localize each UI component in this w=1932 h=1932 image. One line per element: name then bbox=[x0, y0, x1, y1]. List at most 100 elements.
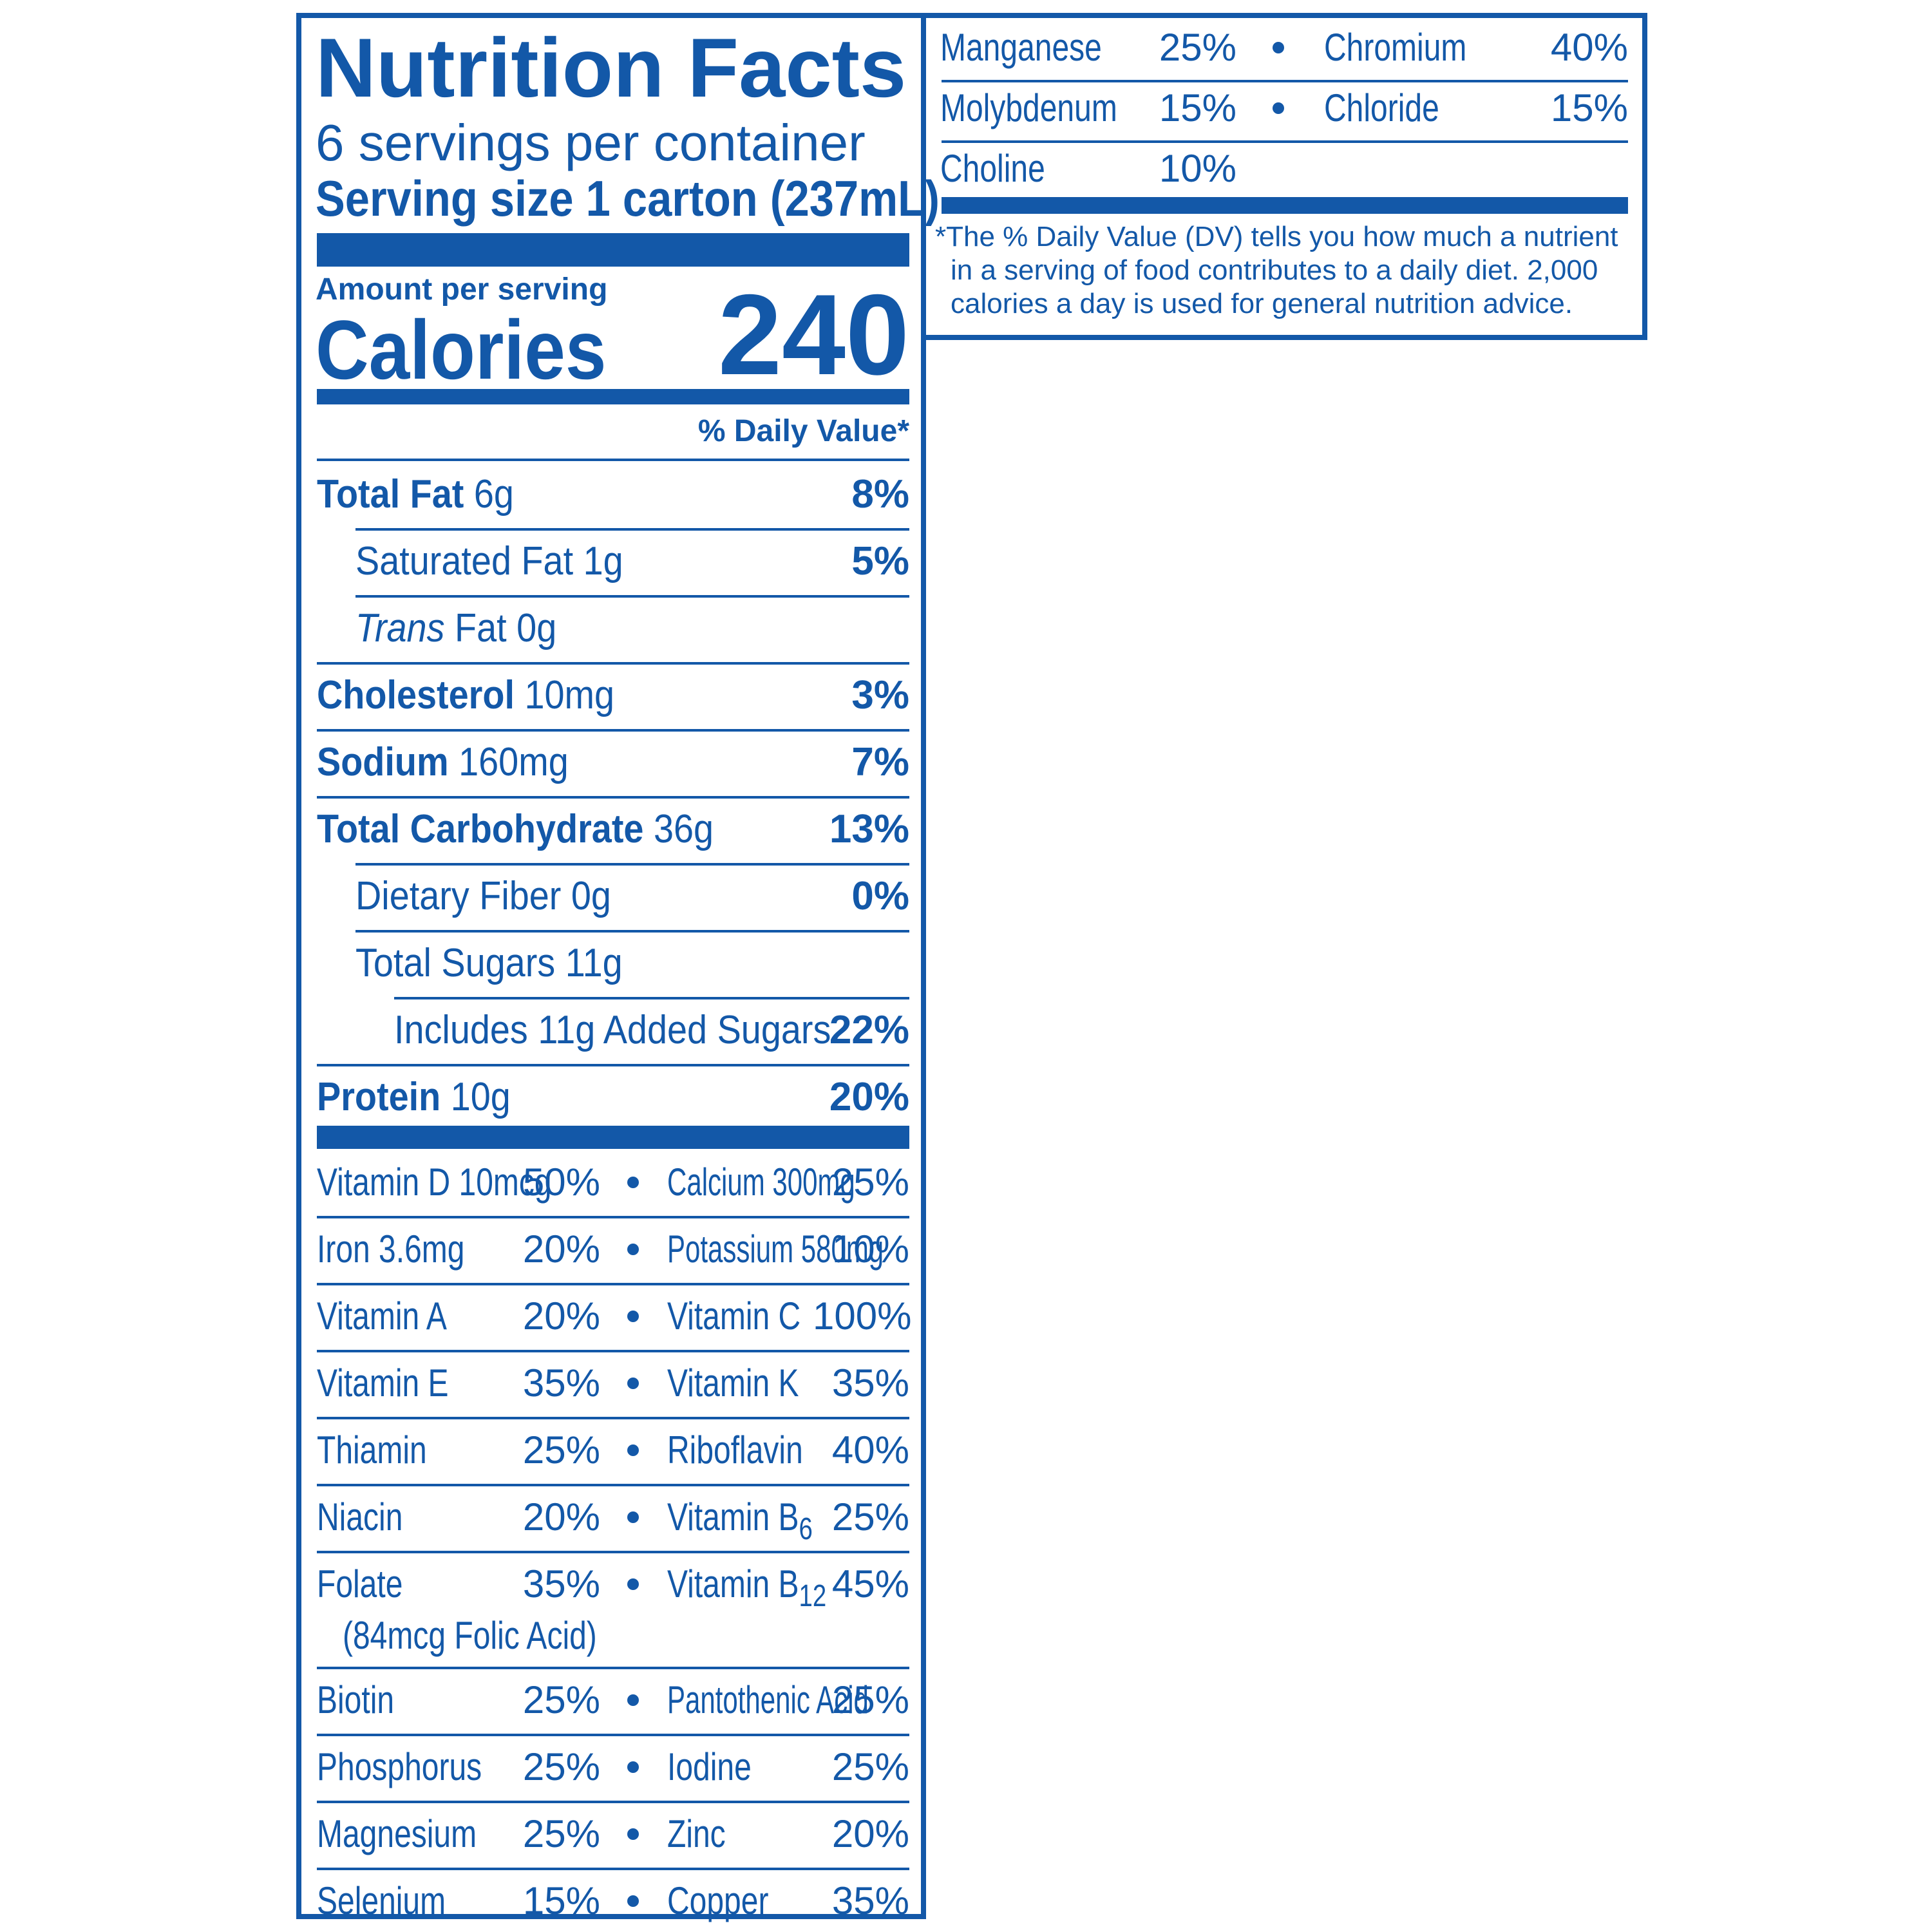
vitamin-subscript: 12 bbox=[799, 1579, 827, 1613]
nutrient-label: Saturated Fat 1g bbox=[355, 536, 653, 587]
vitamin-right-name: Riboflavin bbox=[667, 1425, 837, 1476]
nutrient-label: Cholesterol 10mg bbox=[317, 670, 647, 721]
amount-per-serving-label: Amount per serving bbox=[316, 272, 608, 307]
mineral-right-name-text: Chloride bbox=[1324, 86, 1439, 129]
calories-value: 240 bbox=[718, 270, 909, 399]
vitamin-left-name-text: Thiamin bbox=[317, 1428, 427, 1472]
nutrient-name: Includes 11g Added Sugars bbox=[394, 1008, 831, 1052]
vitamin-left-name: Selenium bbox=[317, 1875, 478, 1927]
vitamin-left-dv: 35% bbox=[522, 1361, 600, 1405]
nutrient-label: Trans Fat 0g bbox=[355, 603, 579, 654]
nutrient-daily-value: 3% bbox=[851, 673, 909, 717]
vitamin-right-name: Vitamin C bbox=[667, 1291, 834, 1342]
vitamin-right-name-text: Vitamin K bbox=[667, 1361, 799, 1405]
nutrient-label: Total Fat 6g bbox=[317, 469, 536, 520]
nutrient-daily-value: 8% bbox=[851, 472, 909, 516]
medium-divider bbox=[317, 389, 909, 404]
nutrient-amount: 36g bbox=[653, 807, 714, 851]
vitamin-left-name: Iron 3.6mg bbox=[317, 1224, 502, 1275]
nutrient-amount: 6g bbox=[473, 472, 514, 516]
vitamin-left-name: Biotin bbox=[317, 1674, 413, 1726]
mineral-left-name-text: Manganese bbox=[940, 26, 1102, 69]
vitamin-right-dv: 25% bbox=[831, 1160, 909, 1204]
vitamin-right-name-text: Vitamin B bbox=[667, 1495, 799, 1539]
mineral-rule bbox=[942, 140, 1628, 143]
nutrient-name: Cholesterol bbox=[317, 673, 515, 717]
nutrient-name-italic: Trans bbox=[355, 606, 445, 650]
vitamin-rule bbox=[317, 1350, 909, 1352]
nutrient-amount: 0g bbox=[571, 874, 611, 918]
vitamin-right-name-text: Pantothenic Acid bbox=[667, 1678, 869, 1721]
nutrient-rule bbox=[317, 796, 909, 799]
bullet-separator bbox=[627, 1177, 639, 1188]
vitamin-right-name: Vitamin B12 bbox=[667, 1558, 866, 1613]
vitamin-right-name: Vitamin K bbox=[667, 1358, 832, 1409]
vitamin-right-name-text: Potassium 580mg bbox=[667, 1227, 884, 1271]
calories-label: Calories bbox=[316, 303, 607, 397]
vitamin-left-name: Vitamin A bbox=[317, 1291, 479, 1342]
nutrient-name: Fat bbox=[455, 606, 507, 650]
mineral-rule bbox=[942, 80, 1628, 82]
vitamin-rule bbox=[317, 1283, 909, 1285]
nutrient-label: Sodium 160mg bbox=[317, 737, 596, 788]
vitamin-right-dv: 10% bbox=[831, 1227, 909, 1271]
vitamin-left-name-text: Niacin bbox=[317, 1495, 403, 1539]
vitamin-left-dv: 25% bbox=[522, 1812, 600, 1855]
footnote-line-2: in a serving of food contributes to a da… bbox=[951, 254, 1598, 286]
footnote-star: * bbox=[935, 221, 947, 252]
panel-title: Nutrition Facts bbox=[316, 21, 907, 115]
vitamin-right-name: Pantothenic Acid bbox=[667, 1674, 955, 1726]
vitamin-right-name: Potassium 580mg bbox=[667, 1224, 976, 1275]
vitamin-right-dv: 35% bbox=[831, 1361, 909, 1405]
vitamin-left-name-text: Magnesium bbox=[317, 1812, 477, 1855]
vitamin-right-name-text: Zinc bbox=[667, 1812, 726, 1855]
bullet-separator bbox=[1273, 102, 1284, 114]
mineral-left-name: Molybdenum bbox=[940, 82, 1162, 134]
nutrient-amount: 10mg bbox=[524, 673, 615, 717]
nutrient-amount: 10g bbox=[450, 1075, 511, 1119]
vitamin-left-name: Phosphorus bbox=[317, 1741, 523, 1793]
nutrient-daily-value: 0% bbox=[851, 874, 909, 918]
bullet-separator bbox=[627, 1511, 639, 1523]
rule bbox=[317, 459, 909, 461]
vitamin-left-name: Magnesium bbox=[317, 1808, 516, 1860]
vitamin-left-name: Vitamin D 10mcg bbox=[317, 1157, 611, 1208]
nutrient-label: Protein 10g bbox=[317, 1072, 532, 1123]
vitamin-left-name-text: Selenium bbox=[317, 1879, 446, 1922]
vitamin-left-dv: 50% bbox=[522, 1160, 600, 1204]
vitamin-right-dv: 20% bbox=[831, 1812, 909, 1855]
mineral-right-dv: 15% bbox=[1550, 86, 1628, 129]
bullet-separator bbox=[627, 1444, 639, 1456]
folic-acid-note-text: (84mcg Folic Acid) bbox=[343, 1614, 597, 1657]
nutrient-rule bbox=[317, 1064, 909, 1066]
vitamin-left-dv: 25% bbox=[522, 1678, 600, 1721]
mineral-left-name-text: Molybdenum bbox=[940, 86, 1117, 129]
vitamin-left-name-text: Iron 3.6mg bbox=[317, 1227, 465, 1271]
nutrient-rule bbox=[394, 997, 909, 999]
nutrient-name: Total Fat bbox=[317, 472, 464, 516]
nutrient-rule bbox=[355, 528, 909, 531]
vitamin-right-dv: 100% bbox=[813, 1294, 912, 1338]
mineral-left-name: Choline bbox=[940, 143, 1071, 194]
daily-value-header: % Daily Value* bbox=[697, 414, 909, 448]
bullet-separator bbox=[627, 1895, 639, 1907]
vitamin-right-name-text: Iodine bbox=[667, 1745, 752, 1788]
mineral-right-name: Chromium bbox=[1324, 22, 1502, 73]
footnote: *The % Daily Value (DV) tells you how mu… bbox=[935, 220, 1618, 321]
mineral-left-dv: 10% bbox=[1159, 147, 1236, 190]
nutrient-rule bbox=[355, 930, 909, 933]
vitamin-subscript: 6 bbox=[799, 1512, 813, 1546]
nutrient-daily-value: 13% bbox=[829, 807, 909, 851]
mineral-left-dv: 15% bbox=[1159, 86, 1236, 129]
vitamin-left-name: Thiamin bbox=[317, 1425, 454, 1476]
vitamin-rule bbox=[317, 1417, 909, 1419]
vitamin-right-name-text: Calcium 300mg bbox=[667, 1160, 855, 1204]
nutrient-name: Total Carbohydrate bbox=[317, 807, 644, 851]
vitamin-left-name: Vitamin E bbox=[317, 1358, 482, 1409]
nutrient-name: Total Sugars bbox=[355, 941, 556, 985]
vitamin-right-name: Zinc bbox=[667, 1808, 740, 1860]
vitamin-left-dv: 15% bbox=[522, 1879, 600, 1922]
nutrient-label: Dietary Fiber 0g bbox=[355, 871, 639, 922]
footnote-line-1: The % Daily Value (DV) tells you how muc… bbox=[946, 221, 1618, 252]
vitamin-left-dv: 35% bbox=[522, 1562, 600, 1605]
